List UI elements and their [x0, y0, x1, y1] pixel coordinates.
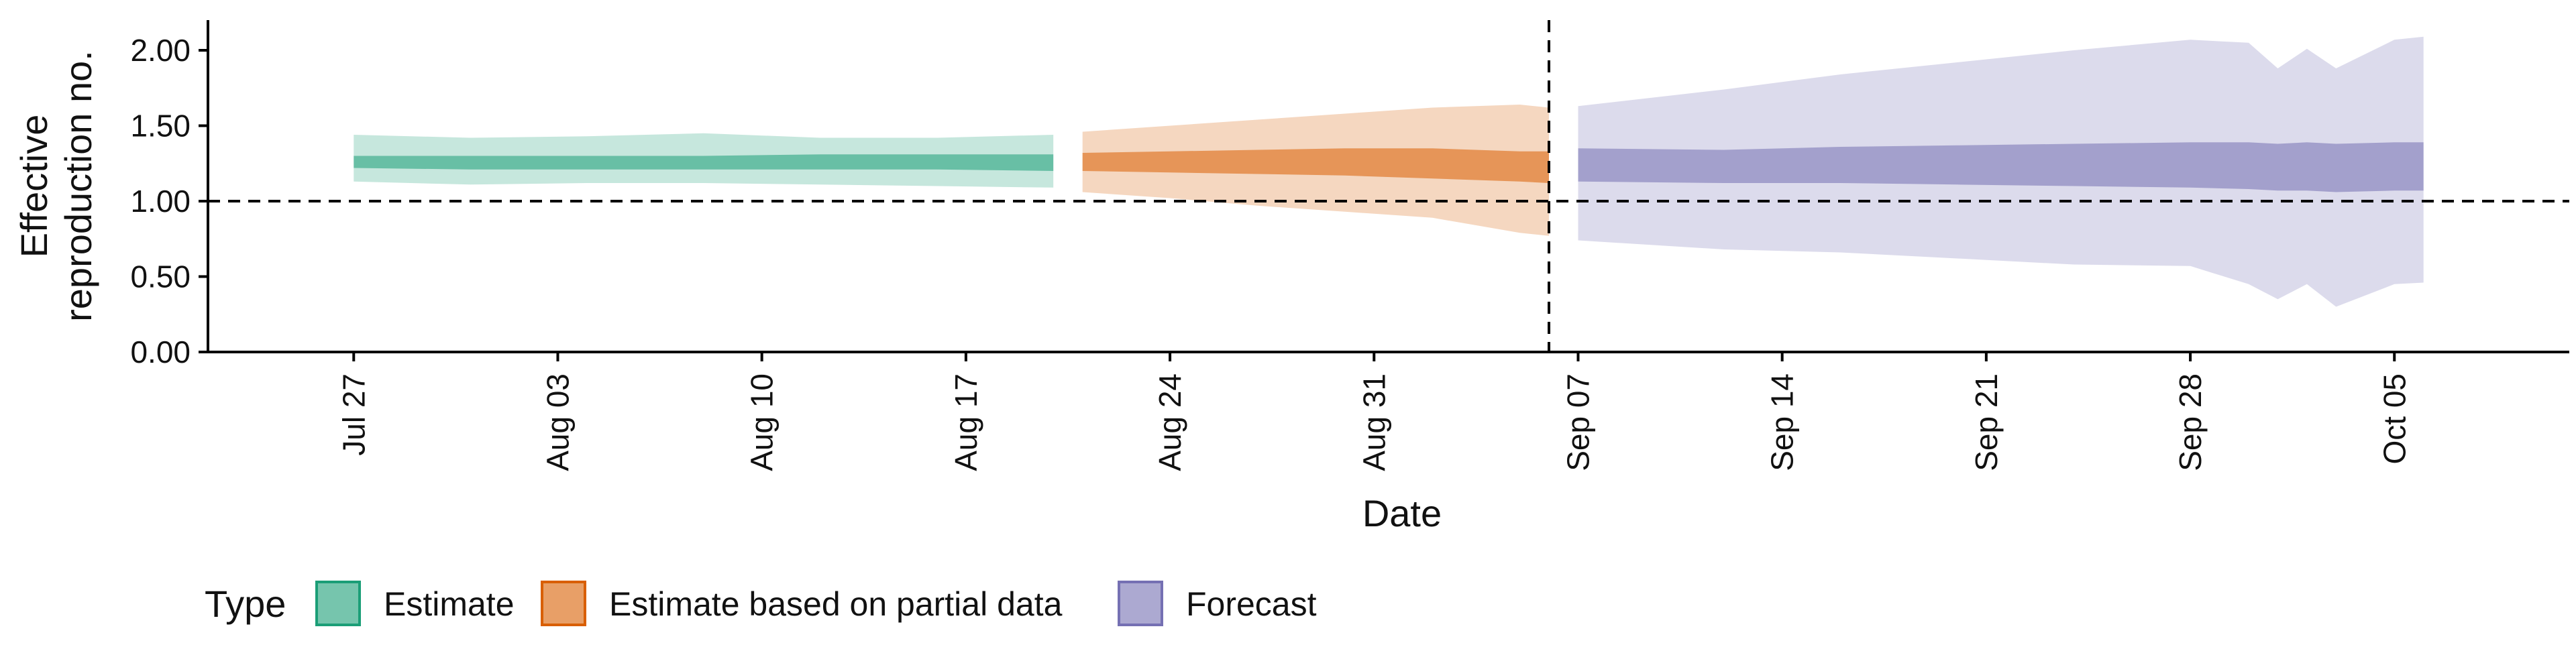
y-axis-title-line: reproduction no.: [57, 50, 99, 322]
legend-label: Estimate: [384, 585, 515, 623]
band-inner-estimate-based-on-partial-data: [1082, 148, 1549, 183]
axis-labels: Date Effective reproduction no.: [13, 50, 1442, 534]
plot-bands: [354, 36, 2424, 307]
x-tick-label: Aug 03: [540, 373, 575, 471]
x-tick-label: Sep 14: [1765, 373, 1800, 471]
x-tick-label: Jul 27: [336, 373, 371, 456]
legend-swatch: [541, 581, 586, 626]
legend-title: Type: [205, 583, 286, 625]
legend: Type Estimate Estimate based on partial da…: [205, 581, 1317, 626]
axes: 0.00 0.50 1.00 1.50 2.00 Jul 27 Aug 03 Aug 10 Au…: [130, 20, 2569, 471]
reference-lines: [208, 20, 2569, 352]
x-tick-label: Oct 05: [2377, 373, 2412, 465]
x-tick-label: Aug 17: [949, 373, 983, 471]
y-tick-label: 0.00: [130, 335, 191, 369]
x-tick-label: Aug 31: [1356, 373, 1391, 471]
x-tick-label: Sep 28: [2173, 373, 2208, 471]
x-tick-label: Sep 07: [1560, 373, 1595, 471]
x-tick-label: Aug 24: [1152, 373, 1187, 471]
legend-swatch: [1118, 581, 1163, 626]
y-tick-label: 1.50: [130, 109, 191, 143]
band-inner-estimate: [354, 154, 1054, 171]
y-tick-label: 0.50: [130, 259, 191, 294]
y-tick-label: 1.00: [130, 184, 191, 219]
y-axis-title-line: Effective: [13, 115, 55, 258]
band-inner-forecast: [1578, 142, 2424, 192]
x-tick-label: Sep 21: [1969, 373, 2004, 471]
y-tick-label: 2.00: [130, 33, 191, 68]
legend-label: Forecast: [1186, 585, 1317, 623]
legend-swatch: [315, 581, 361, 626]
legend-label: Estimate based on partial data: [609, 585, 1063, 623]
x-tick-label: Aug 10: [745, 373, 780, 471]
x-axis-title: Date: [1362, 492, 1442, 534]
